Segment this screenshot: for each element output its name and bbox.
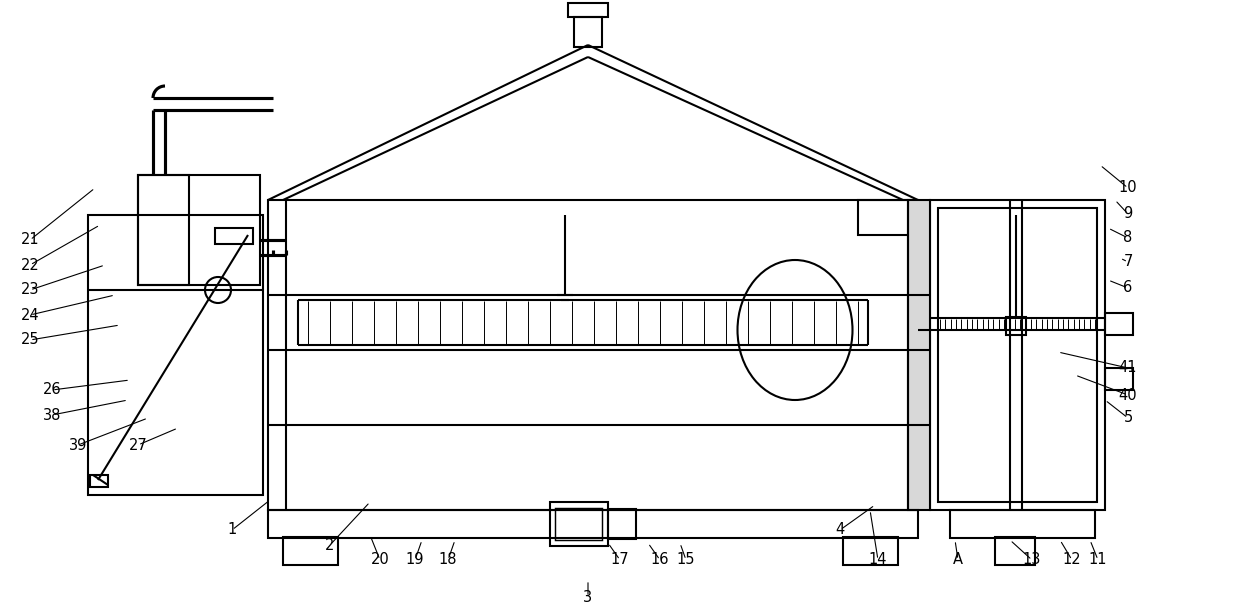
Bar — [91, 475, 108, 487]
Text: 16: 16 — [651, 552, 670, 568]
Bar — [215, 228, 253, 244]
Bar — [930, 200, 1105, 510]
Text: 17: 17 — [610, 552, 630, 568]
Text: 23: 23 — [21, 282, 40, 298]
Bar — [1006, 317, 1025, 335]
Text: 14: 14 — [869, 552, 888, 568]
Bar — [268, 200, 918, 510]
Text: 15: 15 — [677, 552, 696, 568]
Bar — [551, 502, 608, 546]
Text: 1: 1 — [227, 523, 237, 538]
Text: 8: 8 — [1123, 231, 1132, 245]
Text: 2: 2 — [325, 538, 335, 552]
Text: 24: 24 — [21, 308, 40, 322]
Text: 6: 6 — [1123, 280, 1132, 295]
Text: A: A — [954, 552, 963, 568]
Text: 4: 4 — [836, 523, 844, 538]
Text: 25: 25 — [21, 333, 40, 347]
Bar — [138, 175, 260, 285]
Bar — [1105, 368, 1133, 390]
Bar — [574, 17, 601, 47]
Text: 3: 3 — [584, 590, 593, 605]
Text: 19: 19 — [405, 552, 424, 568]
Bar — [138, 175, 190, 285]
Bar — [994, 537, 1035, 565]
Bar — [268, 510, 918, 538]
Text: 13: 13 — [1023, 552, 1042, 568]
Text: 41: 41 — [1118, 360, 1137, 376]
Text: 7: 7 — [1123, 255, 1132, 269]
Text: 26: 26 — [42, 383, 61, 397]
Bar — [608, 509, 636, 539]
Text: 27: 27 — [129, 437, 148, 453]
Bar — [556, 508, 601, 540]
Bar — [858, 200, 913, 235]
Bar — [88, 215, 263, 495]
Text: 20: 20 — [371, 552, 389, 568]
Bar — [950, 510, 1095, 538]
Bar — [843, 537, 898, 565]
Text: 38: 38 — [43, 408, 61, 423]
Bar — [568, 3, 608, 17]
Bar — [908, 200, 930, 510]
Text: 18: 18 — [439, 552, 458, 568]
Text: 21: 21 — [21, 232, 40, 247]
Text: 5: 5 — [1123, 410, 1132, 426]
Text: 22: 22 — [21, 258, 40, 272]
Text: 39: 39 — [68, 437, 87, 453]
Text: 11: 11 — [1089, 552, 1107, 568]
Text: 9: 9 — [1123, 207, 1132, 221]
Bar — [937, 208, 1097, 502]
Bar — [283, 537, 339, 565]
Text: 10: 10 — [1118, 180, 1137, 196]
Text: 40: 40 — [1118, 387, 1137, 402]
Text: 12: 12 — [1063, 552, 1081, 568]
Bar — [1105, 313, 1133, 335]
